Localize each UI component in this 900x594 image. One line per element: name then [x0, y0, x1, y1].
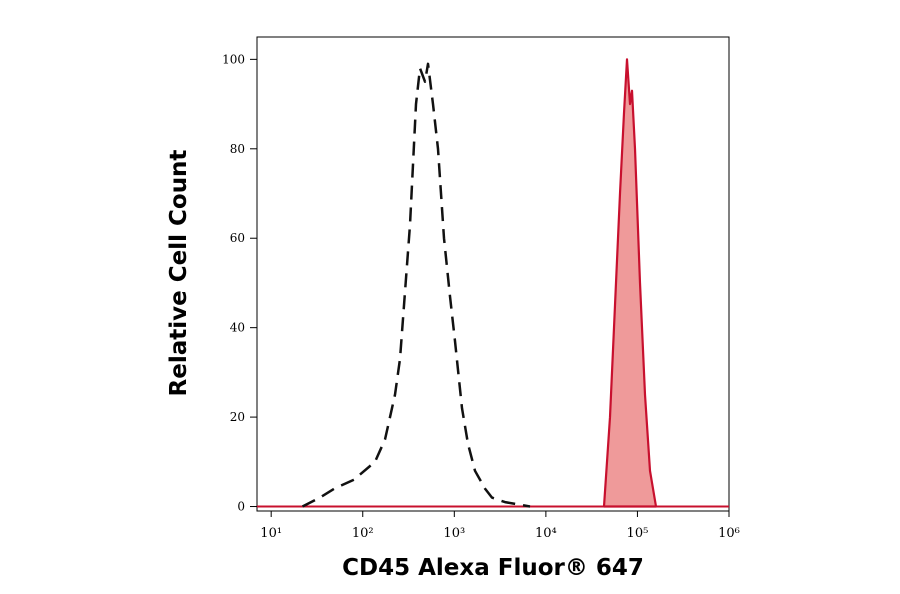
y-tick-label: 40 — [230, 321, 245, 335]
y-tick-label: 100 — [222, 52, 245, 66]
x-tick-label: 10² — [352, 526, 374, 541]
y-tick-label: 20 — [230, 410, 245, 424]
y-tick-label: 0 — [237, 500, 245, 514]
x-tick-label: 10³ — [443, 526, 465, 541]
x-tick-label: 10⁶ — [718, 526, 740, 541]
x-tick-label: 10⁵ — [627, 526, 649, 541]
plot-frame — [256, 36, 730, 512]
histogram-line — [301, 62, 531, 508]
x-axis-label: CD45 Alexa Fluor® 647 — [342, 555, 644, 581]
y-tick-label: 80 — [230, 142, 245, 156]
y-axis-label: Relative Cell Count — [166, 150, 192, 397]
x-tick-label: 10¹ — [260, 526, 282, 541]
histogram-area — [602, 58, 658, 508]
y-tick-label: 60 — [230, 231, 245, 245]
x-tick-label: 10⁴ — [535, 526, 557, 541]
